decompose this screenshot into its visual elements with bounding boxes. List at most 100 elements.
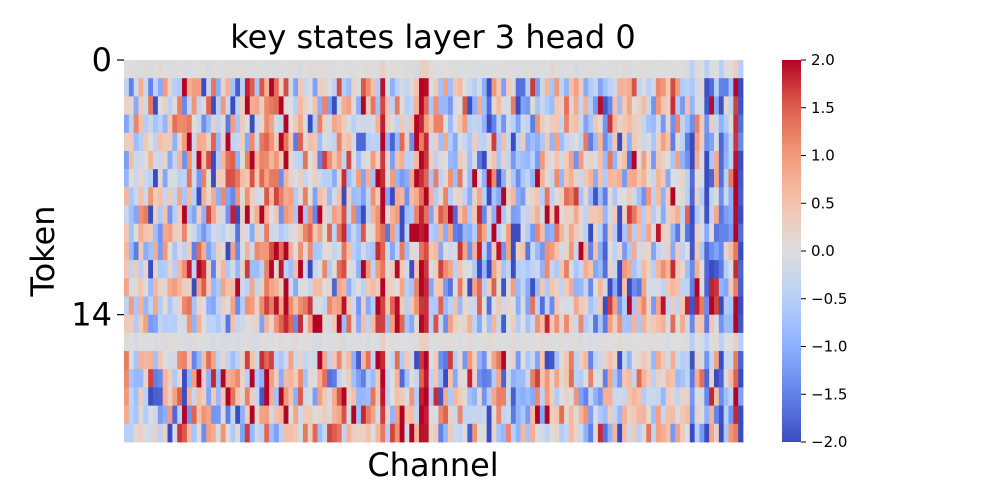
- heatmap-cell: [341, 96, 347, 115]
- heatmap-cell: [244, 205, 251, 225]
- heatmap-cell: [433, 278, 439, 297]
- heatmap-cell: [138, 132, 144, 152]
- heatmap-cell: [206, 169, 212, 188]
- heatmap-cell: [699, 387, 705, 407]
- heatmap-cell: [138, 369, 144, 388]
- heatmap-cell: [351, 187, 357, 206]
- heatmap-cell: [201, 169, 207, 188]
- heatmap-cell: [525, 369, 531, 388]
- heatmap-cell: [626, 132, 633, 152]
- heatmap-cell: [259, 423, 265, 443]
- heatmap-cell: [462, 169, 468, 188]
- heatmap-cell: [723, 205, 729, 225]
- heatmap-cell: [467, 314, 473, 334]
- heatmap-cell: [515, 387, 521, 407]
- heatmap-cell: [559, 60, 565, 79]
- heatmap-cell: [704, 205, 710, 225]
- heatmap-cell: [336, 278, 343, 297]
- heatmap-cell: [689, 187, 696, 206]
- heatmap-cell: [351, 423, 357, 443]
- heatmap-cell: [491, 169, 497, 188]
- heatmap-cell: [684, 96, 691, 115]
- heatmap-cell: [370, 205, 376, 225]
- heatmap-cell: [477, 96, 483, 115]
- heatmap-cell: [293, 223, 299, 243]
- heatmap-cell: [535, 260, 541, 279]
- heatmap-cell: [684, 132, 691, 152]
- heatmap-cell: [539, 369, 546, 388]
- heatmap-cell: [191, 260, 197, 279]
- heatmap-cell: [622, 314, 628, 334]
- heatmap-cell: [549, 423, 555, 443]
- heatmap-cell: [172, 351, 178, 370]
- heatmap-cell: [665, 260, 671, 279]
- heatmap-cell: [438, 114, 444, 134]
- heatmap-cell: [428, 60, 434, 79]
- heatmap-cell: [167, 423, 173, 443]
- heatmap-cell: [360, 150, 367, 170]
- heatmap-cell: [414, 387, 420, 407]
- heatmap-cell: [738, 405, 744, 425]
- heatmap-cell: [626, 241, 633, 261]
- heatmap-cell: [278, 369, 284, 388]
- heatmap-cell: [177, 205, 183, 225]
- heatmap-cell: [220, 150, 226, 170]
- heatmap-cell: [617, 205, 623, 225]
- heatmap-cell: [206, 351, 212, 370]
- heatmap-cell: [138, 387, 144, 407]
- heatmap-cell: [583, 405, 589, 425]
- heatmap-cell: [138, 314, 144, 334]
- heatmap-cell: [370, 314, 376, 334]
- heatmap-cell: [133, 187, 139, 206]
- heatmap-cell: [646, 278, 652, 297]
- heatmap-cell: [182, 169, 188, 188]
- heatmap-cell: [477, 296, 483, 316]
- heatmap-cell: [631, 351, 638, 370]
- heatmap-cell: [665, 187, 671, 206]
- heatmap-cell: [597, 187, 604, 206]
- heatmap-cell: [259, 96, 265, 115]
- heatmap-cell: [457, 78, 463, 97]
- y-tick-label: 14: [71, 296, 112, 334]
- heatmap-cell: [617, 114, 623, 134]
- heatmap-cell: [215, 205, 222, 225]
- heatmap-cell: [549, 169, 555, 188]
- heatmap-cell: [394, 223, 401, 243]
- heatmap-cell: [346, 114, 352, 134]
- heatmap-cell: [385, 260, 391, 279]
- heatmap-cell: [607, 405, 613, 425]
- heatmap-cell: [723, 169, 729, 188]
- heatmap-cell: [593, 387, 599, 407]
- heatmap-cell: [457, 114, 463, 134]
- heatmap-cell: [162, 387, 168, 407]
- heatmap-cell: [273, 96, 280, 115]
- heatmap-cell: [177, 260, 183, 279]
- heatmap-cell: [597, 60, 604, 79]
- heatmap-cell: [322, 278, 328, 297]
- heatmap-cell: [153, 332, 159, 352]
- heatmap-cell: [723, 351, 729, 370]
- heatmap-cell: [133, 405, 139, 425]
- heatmap-cell: [182, 150, 188, 170]
- heatmap-cell: [689, 96, 696, 115]
- heatmap-cell: [196, 187, 202, 206]
- heatmap-cell: [288, 332, 294, 352]
- heatmap-cell: [525, 423, 531, 443]
- heatmap-cell: [481, 423, 488, 443]
- heatmap-cell: [646, 369, 652, 388]
- heatmap-cell: [597, 260, 604, 279]
- heatmap-cell: [351, 96, 357, 115]
- heatmap-cell: [360, 332, 367, 352]
- heatmap-cell: [278, 223, 284, 243]
- heatmap-cell: [206, 296, 212, 316]
- heatmap-cell: [191, 296, 197, 316]
- heatmap-cell: [675, 387, 681, 407]
- heatmap-cell: [370, 187, 376, 206]
- heatmap-cell: [607, 314, 613, 334]
- heatmap-cell: [568, 150, 575, 170]
- heatmap-cell: [399, 132, 405, 152]
- heatmap-cell: [583, 278, 589, 297]
- heatmap-cell: [138, 60, 144, 79]
- heatmap-cell: [269, 369, 275, 388]
- heatmap-cell: [583, 332, 589, 352]
